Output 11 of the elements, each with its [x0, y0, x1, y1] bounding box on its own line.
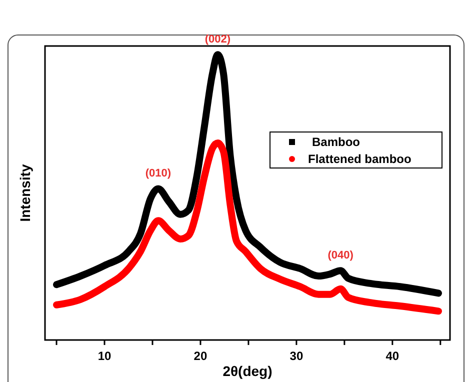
legend-label: Bamboo: [312, 135, 360, 149]
annotation: (040): [328, 250, 354, 262]
annotation: (010): [145, 168, 172, 180]
x-tick-label: 40: [386, 349, 400, 363]
annotation: (002): [204, 34, 231, 46]
y-axis-title: Intensity: [17, 164, 33, 222]
x-tick-label: 30: [290, 349, 304, 363]
x-tick-label: 20: [194, 349, 208, 363]
legend-label: Flattened bamboo: [308, 152, 412, 166]
x-axis-title: 2θ(deg): [222, 363, 272, 379]
x-tick-label: 10: [98, 349, 112, 363]
